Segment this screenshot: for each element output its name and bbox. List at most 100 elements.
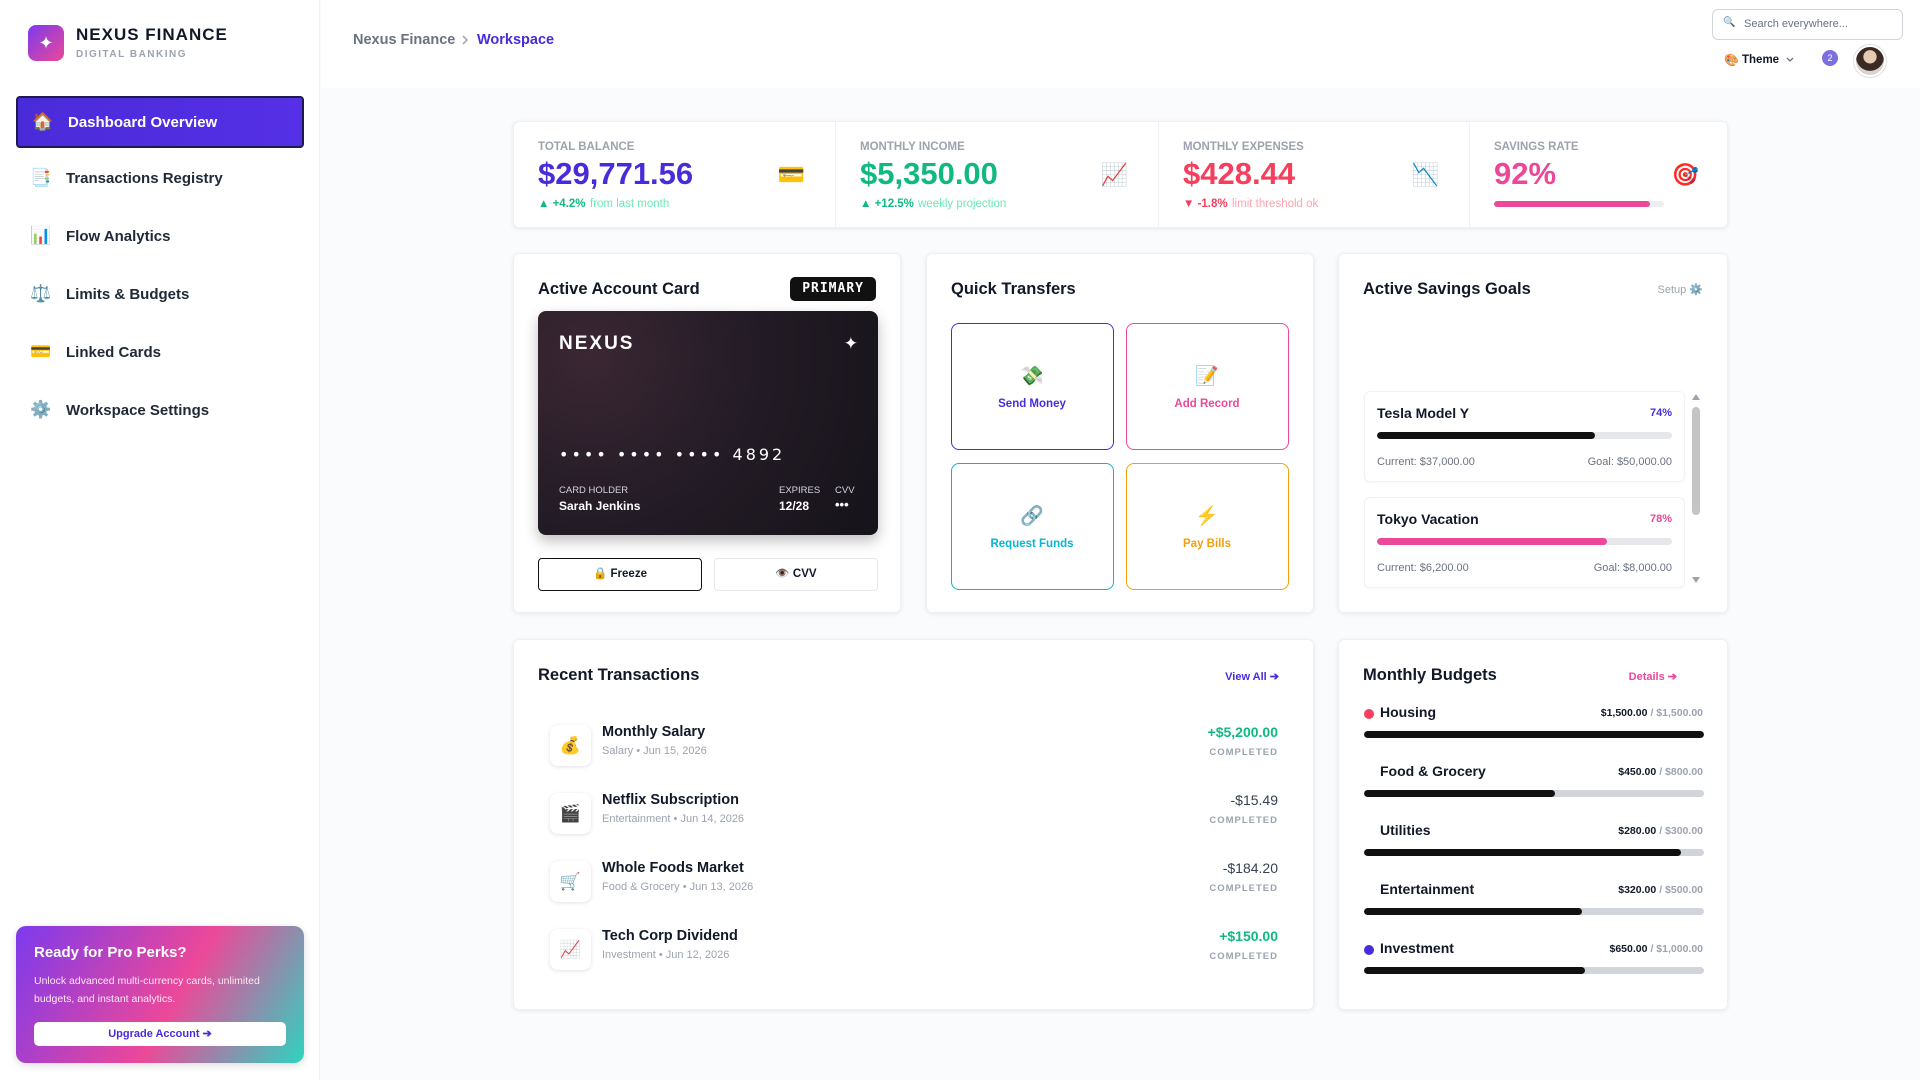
search-placeholder: Search everywhere...: [1744, 18, 1848, 30]
card-chip: ✦: [843, 334, 858, 353]
transaction-row[interactable]: 📈 Tech Corp Dividend Investment • Jun 12, …: [538, 924, 1290, 974]
panel-title: Recent Transactions: [538, 666, 700, 684]
transfer-icon: ⚡: [1195, 506, 1219, 527]
transfer-tile[interactable]: 🔗 Request Funds: [951, 463, 1114, 590]
scroll-up: [1692, 394, 1700, 400]
budget-name: Investment: [1380, 940, 1454, 956]
budget-fill: [1364, 908, 1582, 915]
panel-action[interactable]: Setup ⚙️: [1657, 284, 1704, 296]
breadcrumb-root[interactable]: Nexus Finance: [353, 32, 456, 48]
stat-change: ▲ +4.2%: [538, 198, 586, 210]
stat-change: ▼ -1.8%: [1183, 198, 1228, 210]
card-button[interactable]: 🔒 Freeze: [538, 558, 702, 591]
search-box[interactable]: 🔍 Search everywhere...: [1712, 9, 1903, 40]
panel-title: Active Account Card: [538, 280, 700, 298]
budget-track: [1364, 967, 1704, 974]
nav-label: Transactions Registry: [66, 170, 223, 187]
goal-item: Tokyo Vacation 78% Current: $6,200.00 Goal:…: [1364, 497, 1685, 588]
transaction-row[interactable]: 🛒 Whole Foods Market Food & Grocery • Jun …: [538, 856, 1290, 906]
stat-value: 92%: [1494, 156, 1557, 191]
holder-label: CARD HOLDER: [559, 485, 629, 496]
goal-percent: 74%: [1649, 407, 1672, 419]
savings-rate-track: [1494, 201, 1664, 207]
goal-percent: 78%: [1649, 513, 1672, 525]
transfer-tile[interactable]: 📝 Add Record: [1126, 323, 1289, 450]
nav-item[interactable]: 💳 Linked Cards: [16, 328, 304, 380]
promo-button[interactable]: Upgrade Account ➔: [34, 1022, 286, 1046]
transfer-label: Send Money: [998, 398, 1066, 410]
stat-icon: 🎯: [1671, 162, 1699, 187]
budget-track: [1364, 790, 1704, 797]
scroll-down: [1692, 577, 1700, 583]
transaction-row[interactable]: 🎬 Netflix Subscription Entertainment • Jun…: [538, 788, 1290, 838]
transaction-row[interactable]: 💰 Monthly Salary Salary • Jun 15, 2026 +$5,…: [538, 720, 1290, 770]
holder-name: Sarah Jenkins: [559, 499, 641, 513]
panel-title: Monthly Budgets: [1363, 666, 1497, 684]
stat-note: weekly projection: [918, 198, 1007, 210]
budgets-panel: Monthly Budgets Details ➔ Housing $1,500.00…: [1338, 639, 1728, 1010]
budget-name: Entertainment: [1380, 881, 1475, 897]
stat-icon: 📉: [1411, 162, 1439, 187]
stat-note: from last month: [590, 198, 670, 210]
transfer-label: Add Record: [1174, 398, 1240, 410]
card-badge: PRIMARY: [790, 277, 876, 301]
transaction-meta: Entertainment • Jun 14, 2026: [602, 813, 745, 825]
transfer-tile[interactable]: ⚡ Pay Bills: [1126, 463, 1289, 590]
transaction-status: COMPLETED: [1209, 815, 1278, 826]
breadcrumb-chevron: [462, 35, 469, 45]
nav-icon: 🏠: [32, 112, 54, 131]
budget-amount: $1,500.00/ $1,500.00: [1601, 707, 1703, 719]
transaction-name: Tech Corp Dividend: [602, 928, 738, 944]
expires-label: EXPIRES: [779, 485, 821, 496]
budget-amount: $280.00/ $300.00: [1618, 825, 1703, 837]
budget-dot: [1364, 945, 1374, 955]
savings-goals-panel: Active Savings Goals Setup ⚙️ Tesla Model …: [1338, 253, 1728, 613]
budget-spent: $320.00: [1618, 884, 1657, 896]
transaction-icon: 🎬: [550, 793, 591, 834]
budget-fill: [1364, 849, 1682, 856]
theme-label[interactable]: Theme: [1742, 54, 1780, 66]
notification-badge[interactable]: 2: [1822, 50, 1838, 66]
nav-icon: ⚖️: [30, 284, 52, 303]
stat-value: $29,771.56: [538, 156, 694, 191]
transaction-status: COMPLETED: [1209, 747, 1278, 758]
panel-title: Quick Transfers: [951, 280, 1076, 298]
budget-fill: [1364, 967, 1585, 974]
goal-name: Tesla Model Y: [1377, 405, 1470, 421]
budget-name: Housing: [1380, 704, 1436, 720]
panel-action[interactable]: Details ➔: [1628, 671, 1677, 683]
nav-item[interactable]: 📊 Flow Analytics: [16, 212, 304, 264]
panel-action[interactable]: View All ➔: [1225, 671, 1279, 683]
budget-track: [1364, 731, 1704, 738]
stat-change: ▲ +12.5%: [860, 198, 914, 210]
stat-section: MONTHLY EXPENSES $428.44 📉 ▼ -1.8% limit thr…: [1158, 122, 1469, 227]
brand-icon: ✦: [28, 25, 64, 61]
budget-fill: [1364, 790, 1556, 797]
nav-item[interactable]: 📑 Transactions Registry: [16, 154, 304, 206]
nav-item[interactable]: ⚖️ Limits & Budgets: [16, 270, 304, 322]
transfer-icon: 📝: [1195, 366, 1219, 387]
nav-icon: ⚙️: [30, 400, 52, 419]
goal-current: Current: $37,000.00: [1377, 456, 1475, 468]
budget-spent: $450.00: [1618, 766, 1657, 778]
nav-label: Workspace Settings: [66, 402, 210, 419]
cvv-label: CVV: [835, 485, 855, 496]
transfer-tile[interactable]: 💸 Send Money: [951, 323, 1114, 450]
theme-icon[interactable]: 🎨: [1724, 53, 1739, 67]
nav-label: Linked Cards: [66, 344, 162, 361]
transfer-label: Pay Bills: [1183, 538, 1231, 550]
transaction-name: Whole Foods Market: [602, 860, 744, 876]
goal-target: Goal: $50,000.00: [1587, 456, 1672, 468]
nav-icon: 💳: [30, 342, 52, 361]
transaction-amount: +$5,200.00: [1207, 724, 1278, 740]
avatar[interactable]: [1854, 45, 1886, 77]
nav-item[interactable]: 🏠 Dashboard Overview: [16, 96, 304, 148]
nav-item[interactable]: ⚙️ Workspace Settings: [16, 386, 304, 438]
budget-limit: / $800.00: [1659, 766, 1703, 778]
card-button[interactable]: 👁️ CVV: [714, 558, 878, 591]
transaction-amount: -$15.49: [1230, 792, 1278, 808]
topbar: [321, 0, 1920, 88]
scrollbar-thumb: [1692, 407, 1700, 515]
stat-note: limit threshold ok: [1232, 198, 1319, 210]
